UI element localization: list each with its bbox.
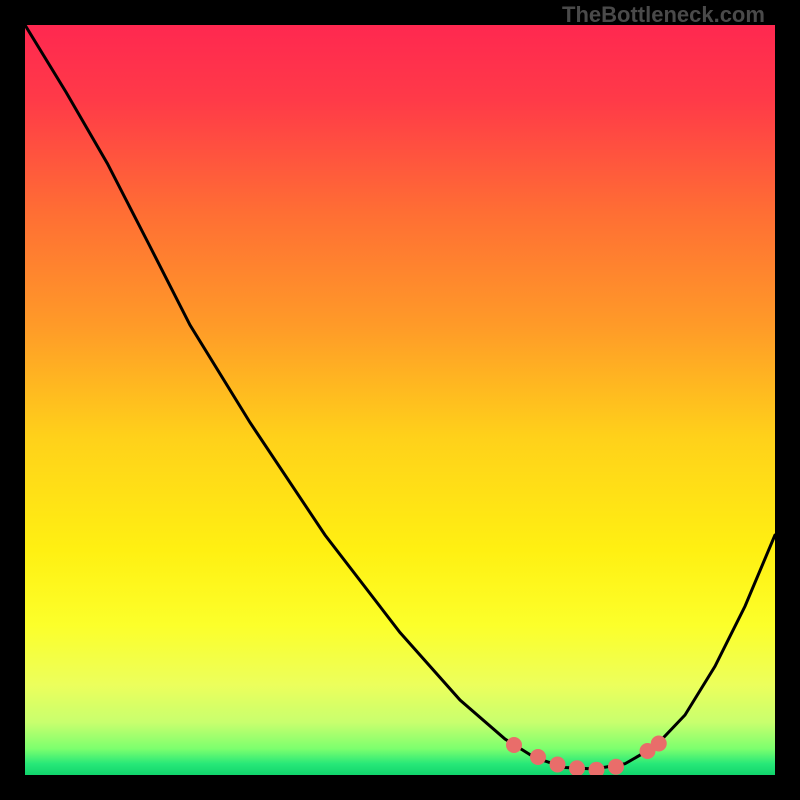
plot-area [25, 25, 775, 775]
bottleneck-curve [25, 25, 775, 769]
data-point [589, 762, 605, 775]
attribution-text: TheBottleneck.com [562, 2, 765, 28]
data-point [608, 759, 624, 775]
data-point [651, 736, 667, 752]
data-point [569, 760, 585, 775]
data-point [530, 749, 546, 765]
data-point [506, 737, 522, 753]
plot-svg [25, 25, 775, 775]
data-point [550, 757, 566, 773]
